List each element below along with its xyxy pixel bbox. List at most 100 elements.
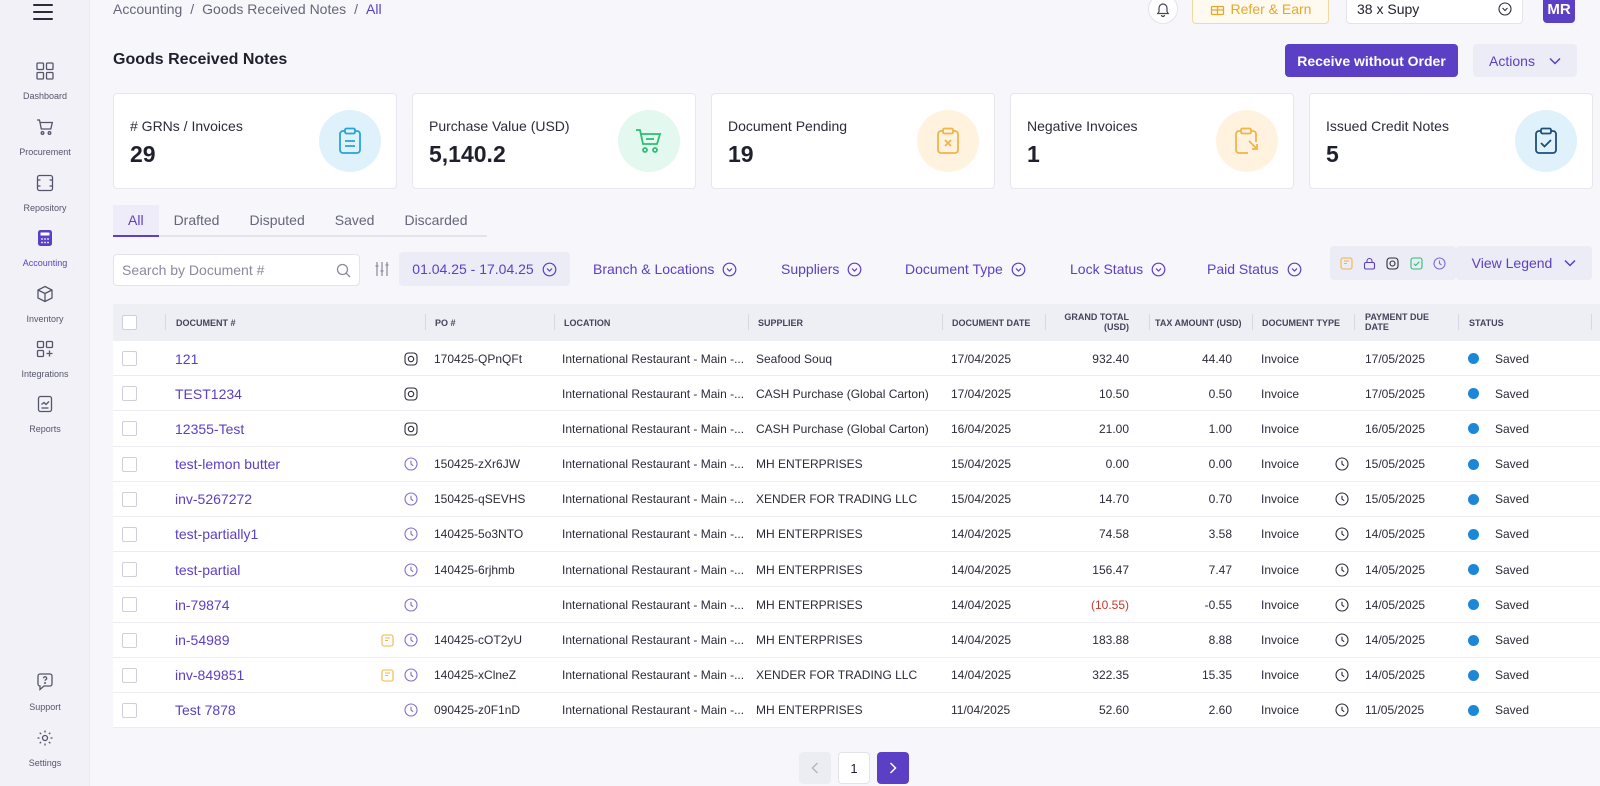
breadcrumb-section[interactable]: Goods Received Notes <box>202 1 347 17</box>
header-payment-due[interactable]: Payment Due Date <box>1365 312 1430 332</box>
po-number[interactable]: 140425-cOT2yU <box>434 633 523 647</box>
tab-disputed[interactable]: Disputed <box>249 212 305 228</box>
po-number[interactable]: 140425-5o3NTO <box>434 527 524 542</box>
table-row[interactable]: in-54989 140425-cOT2yU International Resta… <box>113 622 1600 658</box>
row-checkbox[interactable] <box>122 702 137 718</box>
sidebar-item-dashboard[interactable]: Dashboard <box>0 62 90 104</box>
document-link[interactable]: test-lemon butter <box>175 456 281 473</box>
suppliers-filter[interactable]: Suppliers <box>781 261 862 277</box>
header-document-date[interactable]: Document Date <box>952 318 1031 328</box>
row-checkbox[interactable] <box>122 667 137 683</box>
lock-status-filter[interactable]: Lock Status <box>1070 261 1166 277</box>
tab-saved[interactable]: Saved <box>334 212 375 228</box>
page-number-button[interactable]: 1 <box>838 752 870 784</box>
document-link[interactable]: TEST1234 <box>175 385 242 402</box>
table-row[interactable]: in-79874 International Restaurant - Main … <box>113 587 1600 623</box>
row-checkbox[interactable] <box>122 597 137 613</box>
row-checkbox[interactable] <box>122 562 137 578</box>
avatar[interactable]: MR <box>1543 0 1575 23</box>
sidebar-item-repository[interactable]: Repository <box>0 174 90 216</box>
receive-without-order-button[interactable]: Receive without Order <box>1285 44 1458 77</box>
document-link[interactable]: 12355-Test <box>175 420 245 437</box>
row-checkbox[interactable] <box>122 491 137 507</box>
pending-marker <box>1335 693 1349 728</box>
tab-all[interactable]: All <box>113 205 159 237</box>
table-row[interactable]: inv-849851 140425-xClneZ International Res… <box>113 657 1600 693</box>
chevron-down-icon <box>1549 57 1561 65</box>
breadcrumb-current: All <box>366 1 382 17</box>
table-row[interactable]: test-partial 140425-6rjhmb International R… <box>113 552 1600 588</box>
branch-filter[interactable]: Branch & Locations <box>593 261 737 277</box>
document-link[interactable]: in-79874 <box>175 596 230 613</box>
header-location[interactable]: Location <box>564 318 611 328</box>
table-row[interactable]: test-lemon butter 150425-zXr6JW Internatio… <box>113 446 1600 482</box>
row-checkbox[interactable] <box>122 351 137 366</box>
prev-page-button[interactable] <box>799 752 831 784</box>
document-link[interactable]: 121 <box>175 350 199 367</box>
next-page-button[interactable] <box>877 752 909 784</box>
location-cell: International Restaurant - Main -... <box>562 668 745 683</box>
po-number[interactable]: 150425-qSEVHS <box>434 492 526 507</box>
paid-status-filter[interactable]: Paid Status <box>1207 261 1302 277</box>
tax-amount-cell: 8.88 <box>1208 633 1232 647</box>
table-row[interactable]: test-partially1 140425-5o3NTO Internationa… <box>113 516 1600 553</box>
po-number[interactable]: 090425-z0F1nD <box>434 703 521 718</box>
table-row[interactable]: 12355-Test International Restaurant - Mai… <box>113 411 1600 447</box>
date-range-filter[interactable]: 01.04.25 - 17.04.25 <box>399 252 570 286</box>
row-checkbox[interactable] <box>122 421 137 437</box>
header-grand-total[interactable]: Grand Total (USD) <box>1064 312 1129 332</box>
document-link[interactable]: in-54989 <box>175 632 230 648</box>
sidebar-item-procurement[interactable]: Procurement <box>0 118 90 160</box>
po-number[interactable]: 140425-xClneZ <box>434 668 517 683</box>
po-number[interactable]: 150425-zXr6JW <box>434 457 521 472</box>
sidebar-item-inventory[interactable]: Inventory <box>0 285 90 327</box>
filter-sliders-icon[interactable] <box>375 261 389 277</box>
table-row[interactable]: Test 7878 090425-z0F1nD International Rest… <box>113 692 1600 729</box>
view-legend-button[interactable]: View Legend <box>1456 246 1592 280</box>
sidebar-item-settings[interactable]: Settings <box>0 729 90 771</box>
menu-icon[interactable] <box>33 4 53 20</box>
document-link[interactable]: inv-849851 <box>175 667 245 684</box>
table-row[interactable]: inv-5267272 150425-qSEVHS International Re… <box>113 481 1600 517</box>
search-icon[interactable] <box>336 263 351 278</box>
header-status[interactable]: Status <box>1469 318 1504 328</box>
header-tax-amount[interactable]: Tax Amount (USD) <box>1155 318 1242 328</box>
document-type-filter-label: Document Type <box>905 261 1003 277</box>
row-checkbox[interactable] <box>122 632 137 648</box>
organization-select[interactable]: 38 x Supy <box>1346 0 1523 24</box>
document-date-cell: 14/04/2025 <box>951 527 1012 542</box>
row-checkbox[interactable] <box>122 386 137 402</box>
header-document[interactable]: Document # <box>176 318 236 328</box>
refer-earn-button[interactable]: Refer & Earn <box>1192 0 1329 24</box>
header-document-type[interactable]: Document Type <box>1262 318 1341 328</box>
header-supplier[interactable]: Supplier <box>758 318 804 328</box>
row-checkbox[interactable] <box>122 456 137 472</box>
flag-icon <box>381 669 394 682</box>
sidebar-item-support[interactable]: Support <box>0 673 90 715</box>
tab-discarded[interactable]: Discarded <box>404 212 468 228</box>
document-type-filter[interactable]: Document Type <box>905 261 1026 277</box>
document-link[interactable]: Test 7878 <box>175 702 236 719</box>
document-link[interactable]: test-partial <box>175 561 241 578</box>
breadcrumb-root[interactable]: Accounting <box>113 1 183 17</box>
tab-drafted[interactable]: Drafted <box>173 212 220 228</box>
status-badge: Saved <box>1495 597 1530 612</box>
location-cell: International Restaurant - Main -... <box>562 457 745 472</box>
select-all-checkbox[interactable] <box>122 315 137 330</box>
sidebar-item-reports[interactable]: Reports <box>0 395 90 437</box>
po-number[interactable]: 140425-6rjhmb <box>434 562 515 577</box>
sidebar-item-accounting[interactable]: Accounting <box>0 229 90 271</box>
po-number[interactable]: 170425-QPnQFt <box>434 351 523 366</box>
row-checkbox[interactable] <box>122 526 137 542</box>
header-po[interactable]: PO # <box>435 318 456 328</box>
sidebar-item-integrations[interactable]: Integrations <box>0 340 90 382</box>
table-row[interactable]: 121 170425-QPnQFt International Restaurant… <box>113 341 1600 377</box>
dashboard-icon <box>36 62 54 80</box>
search-input[interactable] <box>122 262 336 278</box>
stat-value: 1 <box>1027 141 1040 167</box>
table-row[interactable]: TEST1234 International Restaurant - Main … <box>113 376 1600 412</box>
actions-button[interactable]: Actions <box>1473 44 1577 77</box>
notifications-button[interactable] <box>1148 0 1178 24</box>
document-link[interactable]: test-partially1 <box>175 526 259 543</box>
document-link[interactable]: inv-5267272 <box>175 491 253 508</box>
